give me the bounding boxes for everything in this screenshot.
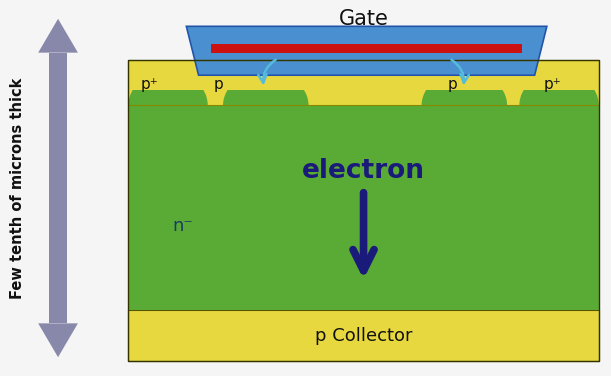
Bar [128,60,599,105]
Bar [128,105,599,310]
Bar [128,60,599,361]
Text: n⁻: n⁻ [173,217,194,235]
Text: p⁺: p⁺ [141,77,159,92]
Ellipse shape [422,71,507,139]
Bar [128,310,599,361]
Bar [49,53,67,323]
Ellipse shape [223,71,309,139]
Text: Gate: Gate [338,9,389,29]
Text: p: p [447,77,457,92]
Bar [211,44,522,53]
Bar [128,60,599,90]
Ellipse shape [519,71,599,139]
Text: electron: electron [302,158,425,184]
Polygon shape [38,323,78,357]
Ellipse shape [128,71,208,139]
Polygon shape [38,19,78,53]
Text: Few tenth of microns thick: Few tenth of microns thick [10,77,24,299]
Text: p⁺: p⁺ [544,77,562,92]
Text: p: p [214,77,224,92]
Text: p Collector: p Collector [315,327,412,345]
Polygon shape [186,26,547,75]
Bar [128,60,599,105]
